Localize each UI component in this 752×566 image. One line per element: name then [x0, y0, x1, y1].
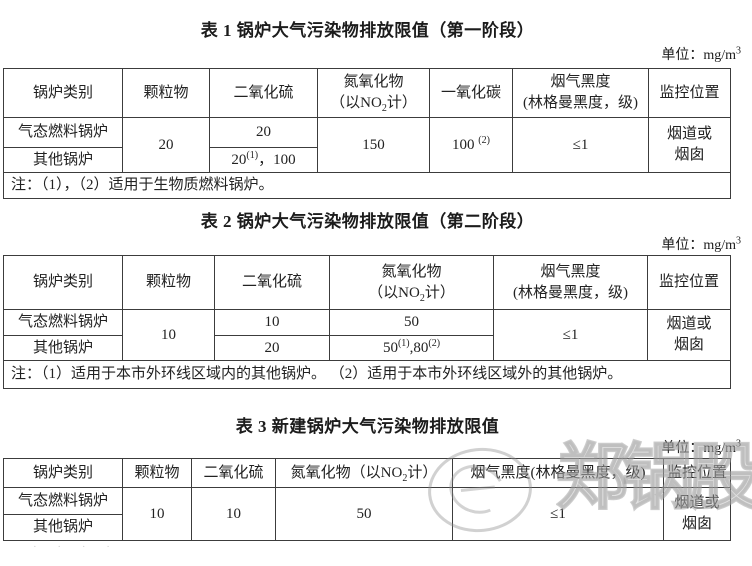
table3-header-nox: 氮氧化物（以NO2计）: [275, 458, 453, 488]
table1-emission-limits-phase1: 锅炉类别 颗粒物 二氧化硫 氮氧化物 （以NO2计） 一氧化碳 烟气黑度 (林格…: [3, 68, 731, 199]
table2-note-row: 注：（1）适用于本市外环线区域内的其他锅炉。 （2）适用于本市外环线区域外的其他…: [3, 360, 731, 389]
scan-artifact-dots: · · · ·: [33, 541, 119, 553]
table2-cell-so2-gas: 10: [214, 309, 330, 336]
table3-unit-label: 单位：mg/m3: [661, 438, 741, 456]
table2-header-so2: 二氧化硫: [214, 255, 330, 310]
table2-cell-so2-other: 20: [214, 335, 330, 361]
table3-cell-pm: 10: [122, 487, 192, 541]
table1-header-co: 一氧化碳: [429, 68, 513, 118]
table1-note-row: 注：（1），（2）适用于生物质燃料锅炉。: [3, 172, 731, 199]
table2-title: 表 2 锅炉大气污染物排放限值（第二阶段）: [200, 212, 535, 231]
table3-header-category: 锅炉类别: [3, 458, 123, 488]
table1-row-other-boiler: 其他锅炉 20(1)，100: [3, 147, 731, 173]
table1-cell-category-gas: 气态燃料锅炉: [3, 117, 123, 148]
table2-row-other-boiler: 其他锅炉 20 50(1),80(2): [3, 335, 731, 361]
table1-unit-label: 单位：mg/m3: [661, 45, 741, 63]
table1-header-smoke: 烟气黑度 (林格曼黑度，级): [512, 68, 649, 118]
table2-cell-category-gas: 气态燃料锅炉: [3, 309, 123, 336]
table2-unit-label: 单位：mg/m3: [661, 235, 741, 253]
table3-cell-category-gas: 气态燃料锅炉: [3, 487, 123, 515]
table3-header-pm: 颗粒物: [122, 458, 192, 488]
table1-cell-location: 烟道或 烟囱: [648, 117, 731, 173]
table2-note: 注：（1）适用于本市外环线区域内的其他锅炉。 （2）适用于本市外环线区域外的其他…: [3, 360, 731, 389]
table3-header-smoke: 烟气黑度(林格曼黑度，级): [452, 458, 664, 488]
table1-note: 注：（1），（2）适用于生物质燃料锅炉。: [3, 172, 731, 199]
table3-cell-location: 烟道或 烟囱: [663, 487, 731, 541]
table3-header-location: 监控位置: [663, 458, 731, 488]
table3-title: 表 3 新建锅炉大气污染物排放限值: [235, 417, 500, 436]
table2-header-category: 锅炉类别: [3, 255, 123, 310]
table2-header-nox: 氮氧化物 （以NO2计）: [329, 255, 494, 310]
table2-header-row: 锅炉类别 颗粒物 二氧化硫 氮氧化物 （以NO2计） 烟气黑度 (林格曼黑度，级…: [3, 255, 731, 310]
table1-cell-so2-gas: 20: [209, 117, 318, 148]
table3-header-so2: 二氧化硫: [191, 458, 276, 488]
table3-header-row: 锅炉类别 颗粒物 二氧化硫 氮氧化物（以NO2计） 烟气黑度(林格曼黑度，级) …: [3, 458, 731, 488]
table2-emission-limits-phase2: 锅炉类别 颗粒物 二氧化硫 氮氧化物 （以NO2计） 烟气黑度 (林格曼黑度，级…: [3, 255, 731, 389]
table1-header-pm: 颗粒物: [122, 68, 210, 118]
table3-cell-nox: 50: [275, 487, 453, 541]
table1-header-so2: 二氧化硫: [209, 68, 318, 118]
table3-cell-smoke: ≤1: [452, 487, 664, 541]
table1-cell-pm: 20: [122, 117, 210, 173]
table1-cell-so2-other: 20(1)，100: [209, 147, 318, 173]
table3-row-other-boiler: 其他锅炉: [3, 514, 731, 541]
table3-new-boiler-emission-limits: 锅炉类别 颗粒物 二氧化硫 氮氧化物（以NO2计） 烟气黑度(林格曼黑度，级) …: [3, 458, 731, 541]
table1-header-row: 锅炉类别 颗粒物 二氧化硫 氮氧化物 （以NO2计） 一氧化碳 烟气黑度 (林格…: [3, 68, 731, 118]
table2-cell-nox-other: 50(1),80(2): [329, 335, 494, 361]
table1-cell-category-other: 其他锅炉: [3, 147, 123, 173]
table3-cell-so2: 10: [191, 487, 276, 541]
table1-cell-co: 100 (2): [429, 117, 513, 173]
table1-title: 表 1 锅炉大气污染物排放限值（第一阶段）: [200, 21, 535, 40]
table2-cell-location: 烟道或 烟囱: [647, 309, 731, 361]
table3-row-gas-boiler: 气态燃料锅炉 10 10 50 ≤1 烟道或 烟囱: [3, 487, 731, 541]
table2-header-smoke: 烟气黑度 (林格曼黑度，级): [493, 255, 648, 310]
table2-header-pm: 颗粒物: [122, 255, 215, 310]
table2-cell-pm: 10: [122, 309, 215, 361]
table2-header-location: 监控位置: [647, 255, 731, 310]
table2-cell-smoke: ≤1: [493, 309, 648, 361]
table2-cell-category-other: 其他锅炉: [3, 335, 123, 361]
table1-header-nox: 氮氧化物 （以NO2计）: [317, 68, 430, 118]
table1-row-gas-boiler: 气态燃料锅炉 20 20 150 100 (2) ≤1 烟道或 烟囱: [3, 117, 731, 173]
table1-cell-smoke: ≤1: [512, 117, 649, 173]
table2-row-gas-boiler: 气态燃料锅炉 10 10 50 ≤1 烟道或 烟囱: [3, 309, 731, 361]
table1-cell-nox: 150: [317, 117, 430, 173]
table2-cell-nox-gas: 50: [329, 309, 494, 336]
table1-header-category: 锅炉类别: [3, 68, 123, 118]
table1-header-location: 监控位置: [648, 68, 731, 118]
table3-cell-category-other: 其他锅炉: [3, 514, 123, 541]
